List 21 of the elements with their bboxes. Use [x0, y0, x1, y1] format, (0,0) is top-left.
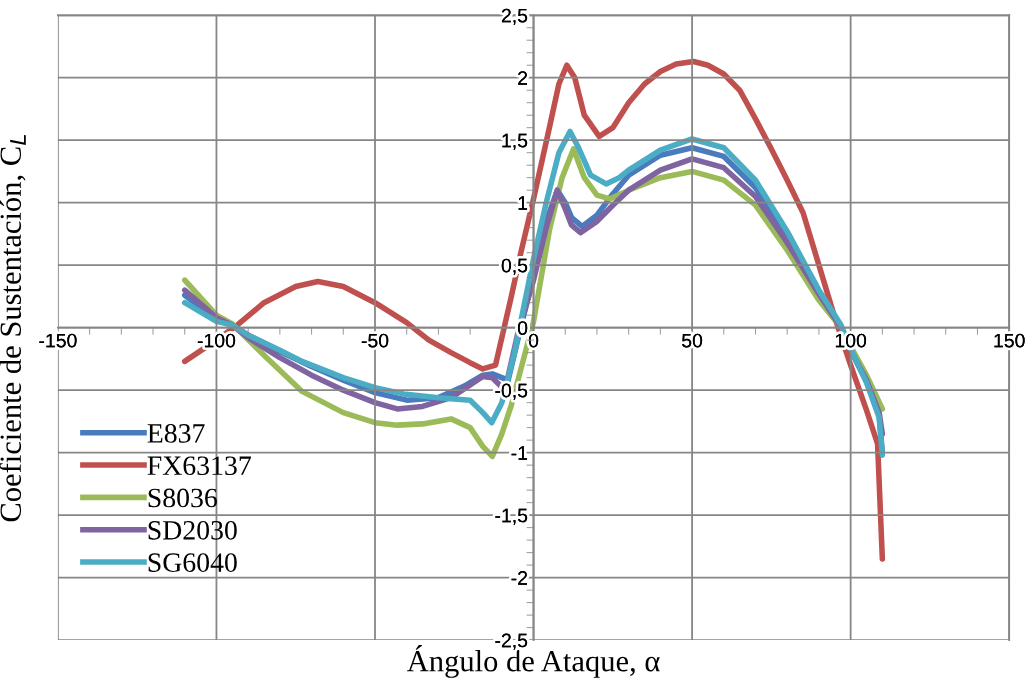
legend-label: E837 [147, 424, 205, 443]
x-tick-label: 150 [994, 333, 1025, 348]
y-tick-label: 1 [518, 196, 528, 210]
y-tick-label: -1,5 [495, 508, 528, 525]
y-tick-label: 0,5 [501, 258, 528, 275]
x-tick-label: -50 [361, 333, 389, 348]
y-tick-label: -2 [511, 571, 528, 585]
y-tick-label: 0 [517, 321, 528, 335]
legend-label: S8036 [148, 488, 217, 508]
y-tick-label: 1,5 [502, 133, 528, 150]
y-axis-title: Coeficiente de Sustentación, C$_{L}$ [0, 134, 26, 522]
y-tick-label: 2,5 [501, 8, 528, 25]
legend-label: FX63137 [147, 456, 251, 476]
x-tick-label: 0 [528, 333, 539, 348]
y-tick-label: -1 [511, 446, 528, 460]
legend-label: SD2030 [148, 520, 237, 540]
x-tick-label: 50 [682, 333, 703, 348]
x-tick-label: -150 [39, 333, 77, 348]
y-tick-label: -0,5 [495, 383, 528, 400]
legend-label: SG6040 [148, 553, 237, 572]
y-tick-label: 2 [518, 71, 528, 85]
